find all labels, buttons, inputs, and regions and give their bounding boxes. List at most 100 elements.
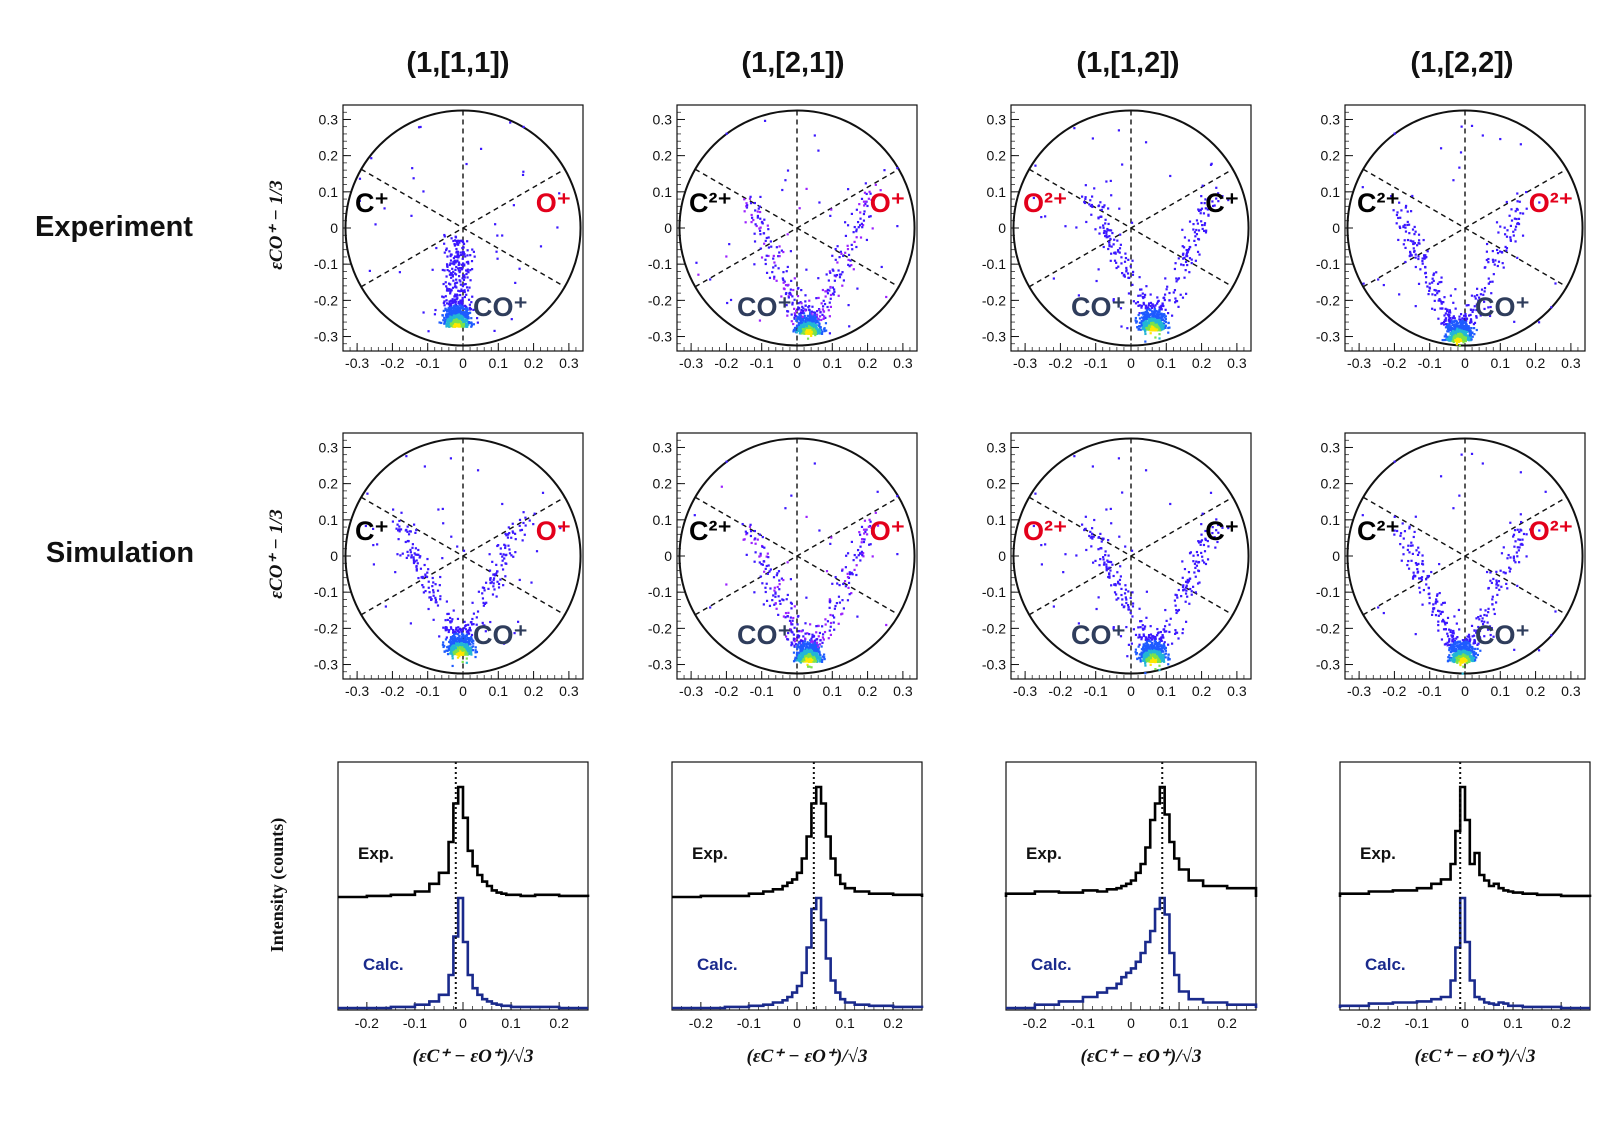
scatter-point [1417, 233, 1421, 236]
scatter-point [485, 601, 488, 604]
scatter-point [454, 650, 457, 653]
scatter-point [1201, 227, 1204, 231]
scatter-point [466, 249, 469, 252]
scatter-point [1151, 310, 1154, 313]
scatter-point [1512, 234, 1515, 237]
scatter-point [406, 550, 409, 553]
scatter-point [449, 649, 452, 653]
scatter-point [1458, 330, 1461, 333]
scatter-point [1447, 318, 1451, 321]
scatter-point [1461, 322, 1464, 325]
scatter-point [865, 192, 868, 196]
scatter-point [452, 635, 455, 638]
scatter-point [455, 281, 459, 284]
scatter-point [1164, 326, 1167, 329]
scatter-point [1148, 309, 1152, 312]
scatter-point [1211, 200, 1214, 203]
scatter-point [778, 599, 781, 603]
scatter-point [832, 269, 835, 272]
scatter-point [467, 650, 470, 653]
scatter-point [1103, 229, 1106, 233]
scatter-point [1131, 273, 1135, 276]
scatter-point [816, 321, 819, 324]
scatter-point [1411, 240, 1414, 243]
scatter-point [456, 545, 459, 548]
y-tick-label: -0.2 [314, 620, 338, 636]
scatter-point [1495, 221, 1499, 224]
scatter-point [449, 299, 453, 302]
scatter-point [458, 317, 462, 320]
scatter-point [399, 528, 403, 531]
scatter-point [366, 492, 369, 495]
scatter-point [1459, 151, 1463, 154]
scatter-point [1413, 250, 1416, 253]
scatter-point [458, 324, 461, 327]
scatter-point [454, 235, 457, 238]
scatter-point [424, 589, 427, 593]
scatter-point [454, 300, 457, 303]
scatter-point [487, 587, 490, 590]
scatter-point [1144, 330, 1147, 333]
scatter-point [1468, 326, 1471, 329]
scatter-point [427, 568, 430, 571]
scatter-point [452, 641, 455, 644]
scatter-point [449, 254, 452, 258]
scatter-point [463, 289, 466, 292]
scatter-point [770, 245, 773, 248]
scatter-point [816, 659, 819, 662]
scatter-point [1456, 330, 1459, 333]
scatter-point [1446, 327, 1450, 331]
scatter-point [452, 256, 456, 260]
scatter-point [896, 225, 899, 228]
scatter-point [1164, 324, 1167, 327]
x-tick-label: 0 [793, 355, 801, 371]
scatter-point [448, 250, 451, 253]
scatter-point [1161, 304, 1164, 307]
scatter-point [1140, 319, 1143, 323]
scatter-point [1145, 323, 1148, 326]
scatter-point [1144, 318, 1148, 321]
scatter-point [815, 313, 819, 316]
scatter-point [456, 643, 459, 646]
scatter-point [465, 272, 468, 276]
scatter-point [828, 601, 832, 604]
scatter-point [1403, 223, 1406, 227]
scatter-point [504, 532, 507, 536]
scatter-point [860, 222, 863, 225]
scatter-point [764, 258, 767, 261]
scatter-point [1137, 304, 1140, 307]
scatter-point [1199, 209, 1202, 212]
scatter-point [422, 591, 425, 594]
scatter-point [1177, 257, 1180, 260]
scatter-point [1159, 312, 1162, 315]
scatter-point [508, 548, 511, 551]
scatter-point [455, 626, 458, 629]
scatter-point [1145, 320, 1148, 323]
scatter-point [1516, 208, 1519, 211]
scatter-point [853, 568, 856, 571]
scatter-point [514, 281, 517, 285]
scatter-point [810, 318, 813, 321]
scatter-point [451, 323, 454, 326]
scatter-point [451, 646, 454, 650]
scatter-point [1453, 328, 1456, 331]
scatter-point [1172, 291, 1175, 294]
scatter-point [1399, 216, 1402, 219]
scatter-point [464, 628, 467, 631]
y-tick-label: 0.2 [1321, 148, 1341, 164]
scatter-point [524, 524, 527, 527]
scatter-point [1156, 296, 1159, 299]
scatter-point [1459, 331, 1462, 334]
scatter-point [1210, 162, 1213, 165]
x-tick-label: 0.1 [489, 355, 509, 371]
scatter-point [876, 490, 879, 493]
scatter-point [793, 312, 796, 315]
scatter-point [1149, 293, 1152, 296]
scatter-point [439, 595, 442, 598]
scatter-point [833, 279, 836, 282]
scatter-point [443, 251, 446, 254]
scatter-point [872, 196, 875, 199]
scatter-point [471, 649, 475, 652]
scatter-point [432, 589, 435, 592]
y-tick-label: 0 [998, 220, 1006, 236]
